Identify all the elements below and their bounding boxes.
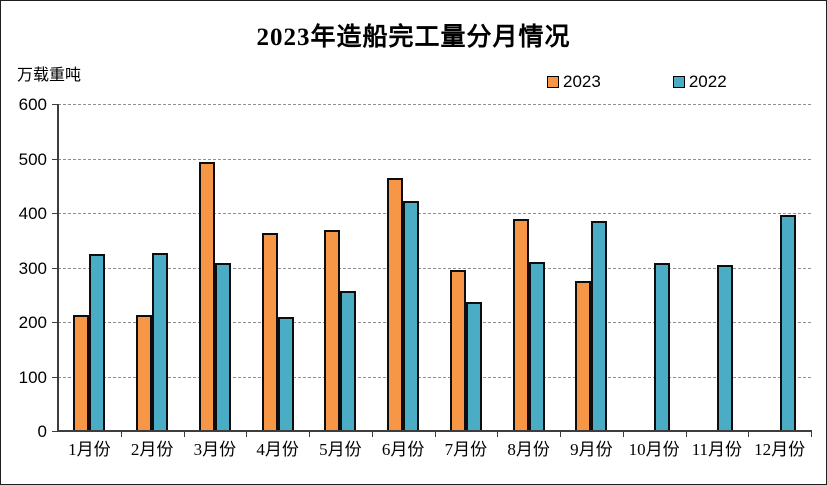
y-axis-tick-mark xyxy=(52,376,58,378)
bar-2022-6月份 xyxy=(403,201,420,431)
y-axis-tick-mark xyxy=(52,322,58,323)
legend-label: 2022 xyxy=(688,72,727,91)
bar-2023-4月份 xyxy=(261,233,278,431)
y-axis-tick-label: 600 xyxy=(18,95,47,114)
bar-2023-2月份 xyxy=(136,315,153,431)
x-axis-label: 11月份 xyxy=(691,440,743,459)
legend-item-2022: 2022 xyxy=(672,72,727,92)
y-axis-tick-label: 0 xyxy=(37,422,47,441)
bar-2022-11月份 xyxy=(716,265,733,431)
x-axis-tick-mark xyxy=(120,432,122,437)
chart-title: 2023年造船完工量分月情况 xyxy=(256,24,571,51)
x-axis-tick-mark xyxy=(560,432,561,437)
y-axis-tick-label: 300 xyxy=(18,258,47,278)
x-axis-label: 12月份 xyxy=(754,440,806,459)
legend-swatch-2022 xyxy=(672,76,685,88)
x-axis-label: 7月份 xyxy=(444,440,488,459)
y-axis-tick-label: 500 xyxy=(18,149,47,169)
x-axis-tick-mark xyxy=(309,432,310,437)
x-axis-label: 3月份 xyxy=(193,440,237,459)
legend-label: 2023 xyxy=(563,72,601,91)
bar-2023-8月份 xyxy=(512,219,529,431)
x-axis-tick-mark xyxy=(497,432,499,437)
y-axis-tick-label: 200 xyxy=(18,313,47,332)
bar-2022-8月份 xyxy=(528,262,545,431)
bar-2022-1月份 xyxy=(89,254,106,431)
bar-2022-9月份 xyxy=(591,221,608,431)
x-axis-label: 8月份 xyxy=(507,440,550,459)
bar-2022-3月份 xyxy=(214,263,231,431)
x-axis-label: 9月份 xyxy=(570,440,613,459)
y-axis-tick-label: 100 xyxy=(18,367,47,387)
gridline-500 xyxy=(58,158,811,160)
x-axis-tick-mark xyxy=(811,432,812,437)
y-axis-line xyxy=(57,104,59,432)
bar-2022-12月份 xyxy=(779,215,796,431)
y-axis-tick-mark xyxy=(52,431,58,432)
y-axis-tick-mark xyxy=(52,267,58,269)
x-axis-tick-mark xyxy=(622,432,624,437)
y-axis-tick-mark xyxy=(52,158,58,160)
legend-item-2023: 2023 xyxy=(547,72,601,92)
x-axis-label: 6月份 xyxy=(381,440,425,459)
gridline-100 xyxy=(58,376,811,378)
y-axis-tick-mark xyxy=(52,213,58,214)
y-axis-tick-mark xyxy=(52,104,58,105)
x-axis-label: 1月份 xyxy=(68,440,111,459)
legend: 2023 2022 xyxy=(547,72,727,92)
bar-2023-3月份 xyxy=(198,162,215,431)
x-axis-label: 10月份 xyxy=(628,440,680,459)
bar-2022-7月份 xyxy=(465,302,482,431)
x-axis-line xyxy=(57,430,812,432)
x-axis-label: 2月份 xyxy=(130,440,174,459)
x-axis-tick-mark xyxy=(371,432,373,437)
x-axis-tick-mark xyxy=(183,432,185,437)
gridline-600 xyxy=(58,104,811,105)
plot-area xyxy=(58,104,811,431)
bar-2023-7月份 xyxy=(449,270,466,431)
x-axis-tick-mark xyxy=(748,432,750,437)
bar-2022-2月份 xyxy=(152,253,169,431)
legend-swatch-2023 xyxy=(547,76,559,88)
x-axis-label: 4月份 xyxy=(256,440,299,459)
x-axis-label: 5月份 xyxy=(319,440,362,459)
bar-2022-10月份 xyxy=(654,263,671,431)
x-axis-tick-mark xyxy=(246,432,248,437)
x-axis-tick-mark xyxy=(434,432,436,437)
gridline-300 xyxy=(58,267,811,269)
bar-2022-4月份 xyxy=(277,317,294,431)
gridline-400 xyxy=(58,213,811,214)
bar-2023-1月份 xyxy=(73,315,90,431)
gridline-200 xyxy=(58,322,811,323)
bar-2023-9月份 xyxy=(575,281,592,431)
y-axis-tick-label: 400 xyxy=(18,204,47,223)
bar-2022-5月份 xyxy=(340,291,357,431)
bar-2023-5月份 xyxy=(324,230,341,431)
y-axis-unit-label: 万载重吨 xyxy=(17,67,82,84)
x-axis-tick-mark xyxy=(685,432,687,437)
bar-2023-6月份 xyxy=(387,178,404,431)
